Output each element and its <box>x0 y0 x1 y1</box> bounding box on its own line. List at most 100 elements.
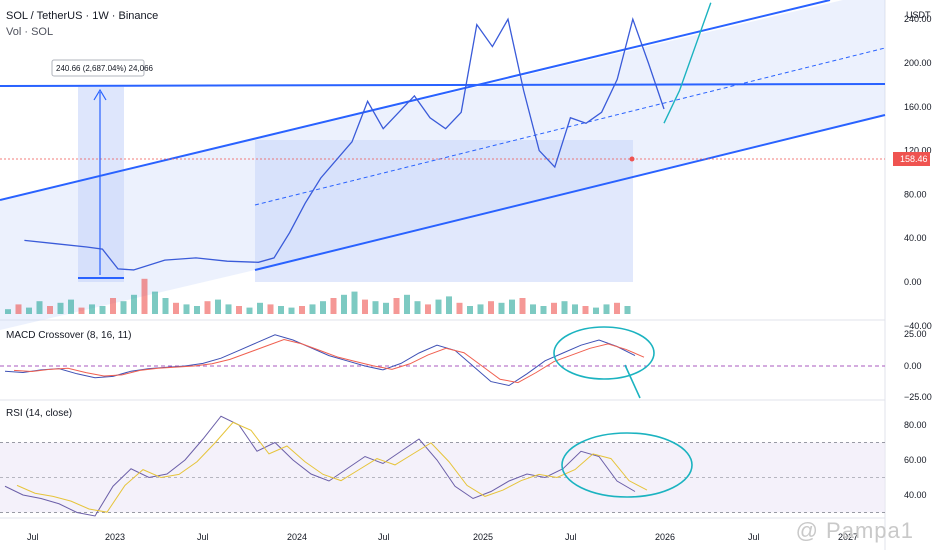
volume-bar <box>162 298 169 314</box>
volume-bar <box>383 302 389 314</box>
price-tick-label: 80.00 <box>904 189 927 199</box>
volume-bar <box>351 291 358 314</box>
volume-bar <box>225 304 232 314</box>
rsi-line <box>4 415 636 517</box>
volume-bar <box>488 301 494 314</box>
volume-bar <box>173 302 179 314</box>
price-tick-label: 240.00 <box>904 14 932 24</box>
macd-label: MACD Crossover (8, 16, 11) <box>6 330 132 341</box>
rsi-label: RSI (14, close) <box>6 408 73 419</box>
volume-bar <box>624 306 631 314</box>
volume-bar <box>561 301 568 314</box>
volume-bar <box>246 307 253 314</box>
time-tick-label: 2024 <box>287 532 307 542</box>
volume-bar <box>141 278 148 314</box>
volume-bar <box>131 294 137 314</box>
volume-bar <box>362 299 368 314</box>
volume-bar <box>110 298 116 314</box>
volume-bar <box>330 298 337 314</box>
watermark: @ Pampa1 <box>795 518 914 543</box>
symbol-title: SOL / TetherUS · 1W · Binance <box>6 10 159 22</box>
volume-bar <box>194 306 200 314</box>
measure-label: 240.66 (2,687.04%) 24,066 <box>56 64 154 73</box>
volume-bar <box>278 306 284 314</box>
axis-unit-label: USDT <box>906 10 931 20</box>
volume-bar <box>593 307 599 314</box>
volume-bar <box>5 309 11 314</box>
rsi-band <box>0 442 885 513</box>
price-tick-label: 160.00 <box>904 102 932 112</box>
time-tick-label: Jul <box>748 532 760 542</box>
macd-annotation-arrow <box>624 364 641 399</box>
price-tick-label: 200.00 <box>904 58 932 68</box>
channel-lower-line <box>254 114 886 271</box>
last-price-label: 158.46 <box>900 154 928 164</box>
volume-bar <box>414 301 421 314</box>
price-line <box>24 16 665 271</box>
rsi-tick-label: 80.00 <box>904 420 927 430</box>
volume-bar <box>404 294 410 314</box>
rsi-annotation-circle <box>561 432 693 498</box>
measure-box <box>78 87 124 282</box>
last-price-dot <box>629 156 635 162</box>
volume-bar <box>519 298 526 314</box>
volume-bar <box>204 301 211 314</box>
volume-bar <box>456 302 463 314</box>
volume-bar <box>582 306 589 314</box>
volume-bar <box>120 301 127 314</box>
time-tick-label: Jul <box>197 532 209 542</box>
volume-bar <box>68 299 74 314</box>
volume-bar <box>393 298 400 314</box>
volume-bar <box>15 304 22 314</box>
time-tick-label: 2027 <box>838 532 858 542</box>
volume-bar <box>498 302 505 314</box>
volume-bar <box>467 306 473 314</box>
volume-bar <box>257 302 263 314</box>
signal-line <box>13 338 645 384</box>
projection-line <box>663 2 712 124</box>
volume-bar <box>435 299 442 314</box>
price-tick-label: 0.00 <box>904 277 922 287</box>
volume-bar <box>288 307 295 314</box>
price-tick-label: 40.00 <box>904 233 927 243</box>
volume-bar <box>89 304 95 314</box>
time-tick-label: Jul <box>378 532 390 542</box>
macd-tick-label: 25.00 <box>904 329 927 339</box>
macd-line <box>4 334 636 387</box>
volume-bar <box>267 304 274 314</box>
volume-bar <box>78 307 85 314</box>
rsi-ma-line <box>16 421 648 513</box>
volume-bar <box>603 304 610 314</box>
volume-bar <box>341 294 347 314</box>
volume-bar <box>509 299 515 314</box>
volume-bar <box>446 296 452 314</box>
rsi-tick-label: 40.00 <box>904 490 927 500</box>
volume-bar <box>551 302 557 314</box>
volume-bar <box>309 304 316 314</box>
channel-mid-line <box>254 47 886 206</box>
volume-bar <box>99 306 106 314</box>
volume-bar <box>215 299 221 314</box>
volume-bar <box>47 306 53 314</box>
last-price-tag <box>893 152 930 166</box>
volume-bar <box>26 307 32 314</box>
volume-label: Vol · SOL <box>6 26 54 38</box>
volume-bar <box>236 306 242 314</box>
channel-upper-line <box>0 0 831 201</box>
volume-bar <box>299 306 305 314</box>
volume-bar <box>530 304 536 314</box>
time-tick-label: Jul <box>565 532 577 542</box>
time-tick-label: Jul <box>27 532 39 542</box>
measure-arrowhead <box>93 88 107 101</box>
resistance-line <box>0 83 886 87</box>
volume-bar <box>614 302 620 314</box>
macd-annotation-circle <box>553 326 655 380</box>
volume-bar <box>183 304 190 314</box>
macd-tick-label: 0.00 <box>904 361 922 371</box>
volume-bar <box>540 306 547 314</box>
price-tick-label: −40.00 <box>904 321 932 331</box>
volume-bar <box>572 304 578 314</box>
volume-bar <box>152 291 158 314</box>
rsi-tick-label: 60.00 <box>904 455 927 465</box>
